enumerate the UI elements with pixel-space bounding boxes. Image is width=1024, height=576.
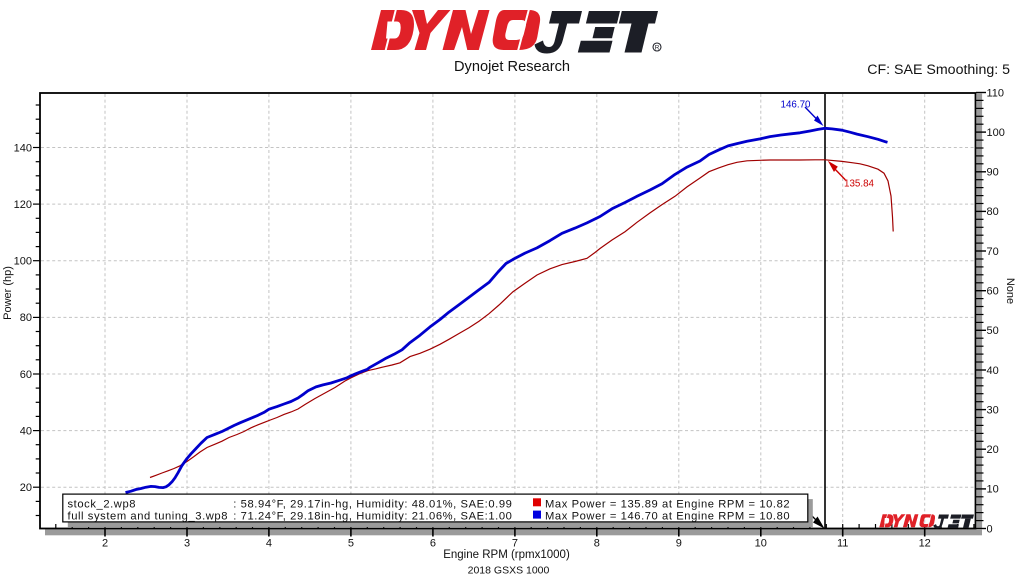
svg-text:110: 110 <box>987 87 1005 99</box>
svg-text:CF: SAE Smoothing: 5: CF: SAE Smoothing: 5 <box>867 62 1010 78</box>
svg-text:50: 50 <box>987 325 999 337</box>
svg-text:8: 8 <box>594 538 600 550</box>
svg-text:2: 2 <box>102 538 108 550</box>
svg-text:7: 7 <box>512 538 518 550</box>
svg-text:Dynojet Research: Dynojet Research <box>454 59 570 75</box>
svg-text:full system and tuning_3.wp8: full system and tuning_3.wp8 <box>68 511 229 523</box>
svg-text:70: 70 <box>987 246 999 258</box>
svg-text:10: 10 <box>987 484 999 496</box>
svg-text:5: 5 <box>348 538 354 550</box>
svg-text:60: 60 <box>987 286 999 298</box>
svg-text:3: 3 <box>184 538 190 550</box>
svg-text:R: R <box>655 45 660 52</box>
svg-text:60: 60 <box>20 369 32 381</box>
svg-text:Engine RPM (rpmx1000): Engine RPM (rpmx1000) <box>443 549 570 561</box>
svg-text:Max Power = 146.70 at Engine R: Max Power = 146.70 at Engine RPM = 10.80 <box>545 511 790 523</box>
svg-text:80: 80 <box>987 206 999 218</box>
svg-text:9: 9 <box>676 538 682 550</box>
svg-text:30: 30 <box>987 404 999 416</box>
svg-text:100: 100 <box>14 256 32 268</box>
svg-text:140: 140 <box>14 142 32 154</box>
svg-text:146.70: 146.70 <box>781 99 812 110</box>
svg-text:10: 10 <box>755 538 767 550</box>
svg-text:6: 6 <box>430 538 436 550</box>
svg-text:4: 4 <box>266 538 272 550</box>
svg-text:100: 100 <box>987 127 1005 139</box>
svg-text:Power (hp): Power (hp) <box>2 266 14 320</box>
svg-text:0: 0 <box>987 523 993 535</box>
svg-text:None: None <box>1004 278 1016 304</box>
svg-text:20: 20 <box>20 482 32 494</box>
svg-text:80: 80 <box>20 312 32 324</box>
svg-text:11: 11 <box>837 538 848 550</box>
svg-text:135.84: 135.84 <box>844 178 875 189</box>
svg-text:stock_2.wp8: stock_2.wp8 <box>68 498 137 510</box>
svg-text:90: 90 <box>987 167 999 179</box>
svg-text:12: 12 <box>919 538 931 550</box>
svg-text:: 58.94°F, 29.17in-hg, Humidit: : 58.94°F, 29.17in-hg, Humidity: 48.01%,… <box>233 498 512 510</box>
svg-text:: 71.24°F, 29.18in-hg, Humidit: : 71.24°F, 29.18in-hg, Humidity: 21.06%,… <box>233 511 512 523</box>
svg-text:40: 40 <box>20 425 32 437</box>
svg-text:Max Power = 135.89 at Engine R: Max Power = 135.89 at Engine RPM = 10.82 <box>545 498 790 510</box>
svg-text:40: 40 <box>987 365 999 377</box>
svg-text:120: 120 <box>14 199 32 211</box>
svg-text:2018 GSXS 1000: 2018 GSXS 1000 <box>468 565 550 576</box>
svg-text:20: 20 <box>987 444 999 456</box>
